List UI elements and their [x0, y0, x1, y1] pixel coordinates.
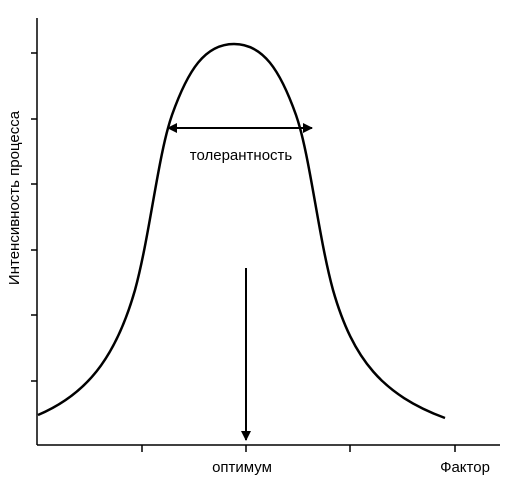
- x-axis-label: Фактор: [440, 459, 490, 476]
- tolerance-label: толерантность: [190, 147, 293, 164]
- optimum-label: оптимум: [212, 459, 272, 476]
- x-axis-ticks: [141, 445, 456, 452]
- y-axis-label: Интенсивность процесса: [6, 110, 23, 285]
- y-axis-ticks: [31, 52, 37, 382]
- bell-curve: [37, 42, 446, 420]
